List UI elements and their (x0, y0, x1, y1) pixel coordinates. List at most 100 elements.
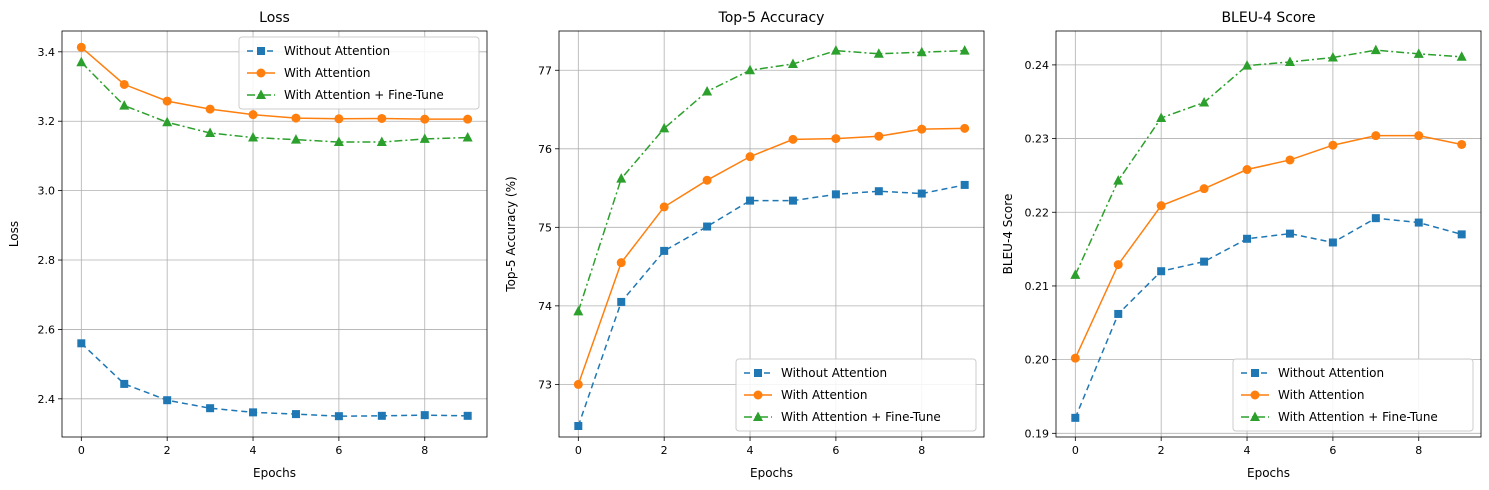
series-line (1074, 49, 1462, 276)
data-point (1071, 413, 1080, 422)
legend-swatch-marker (256, 68, 266, 78)
x-axis-label: Epochs (253, 466, 296, 480)
data-point (873, 48, 884, 58)
data-point (249, 408, 258, 417)
data-point (206, 404, 215, 413)
data-point (291, 410, 300, 419)
series-with-attention (76, 42, 473, 124)
data-point (420, 114, 430, 124)
data-point (960, 123, 970, 133)
y-axis-label: BLEU-4 Score (1001, 194, 1015, 275)
axes-frame (558, 30, 985, 438)
legend-label: Without Attention (284, 44, 390, 58)
series-with-attention-fine-tune (573, 45, 970, 316)
chart-title: BLEU-4 Score (1221, 10, 1315, 26)
data-point (1114, 309, 1123, 318)
data-point (1328, 238, 1337, 247)
y-tick-label: 73 (538, 378, 552, 391)
data-point (1414, 218, 1423, 227)
data-point (831, 190, 840, 199)
data-point (574, 422, 583, 431)
x-tick-label: 8 (421, 444, 428, 457)
legend-label: Without Attention (781, 366, 887, 380)
series-line (80, 46, 468, 120)
series-line (1074, 217, 1462, 419)
legend-box (1232, 358, 1474, 432)
data-point (1199, 184, 1209, 194)
data-point (1156, 201, 1166, 211)
series-line (80, 342, 468, 417)
data-point (659, 122, 670, 133)
data-point (463, 114, 473, 124)
data-point (959, 45, 970, 55)
subplot-top-5-accuracy: 0 2 4 6 8 73 74 75 76 77 Top-5 Accuracy Epochs Top-5… (504, 10, 985, 480)
legend-box (735, 358, 977, 432)
data-point (916, 46, 927, 57)
data-point (703, 222, 712, 231)
series-without-attention (574, 180, 969, 431)
series-with-attention (573, 123, 970, 389)
legend-label: With Attention (781, 388, 867, 402)
series-line (577, 127, 965, 385)
series-line (80, 61, 468, 143)
data-point (377, 411, 386, 420)
data-point (162, 116, 173, 127)
data-point (1284, 56, 1295, 66)
data-point (77, 339, 86, 348)
data-point (1371, 131, 1381, 141)
data-point (1457, 139, 1467, 149)
legend-label: With Attention + Fine-Tune (284, 88, 444, 102)
data-point (1200, 257, 1209, 266)
data-point (1457, 230, 1466, 239)
x-tick-label: 6 (832, 444, 839, 457)
data-point (291, 113, 301, 123)
data-point (119, 79, 129, 89)
data-point (1070, 269, 1081, 279)
data-point (1156, 112, 1167, 122)
y-tick-label: 0.24 (1025, 59, 1050, 72)
data-point (1285, 229, 1294, 238)
y-tick-label: 2.8 (38, 254, 56, 267)
data-point (787, 58, 798, 68)
y-tick-label: 74 (538, 300, 552, 313)
data-point (702, 85, 713, 96)
data-point (660, 246, 669, 255)
data-point (205, 127, 216, 138)
y-tick-label: 0.22 (1025, 206, 1050, 219)
legend-swatch-marker (753, 411, 763, 421)
data-point (1070, 353, 1080, 363)
data-point (573, 379, 583, 389)
data-point (248, 110, 258, 120)
data-point (1157, 267, 1166, 276)
series-with-attention-fine-tune (76, 56, 473, 147)
y-tick-label: 2.4 (38, 393, 56, 406)
data-point (290, 134, 301, 144)
legend-label: With Attention + Fine-Tune (781, 410, 941, 424)
data-point (831, 134, 841, 144)
x-tick-label: 2 (1158, 444, 1165, 457)
series-without-attention (77, 339, 472, 421)
data-point (1414, 131, 1424, 141)
series-without-attention (1071, 214, 1466, 422)
x-axis-label: Epochs (750, 466, 793, 480)
y-tick-label: 76 (538, 143, 552, 156)
data-point (163, 396, 172, 405)
data-point (333, 136, 344, 147)
x-tick-label: 4 (1244, 444, 1251, 457)
legend-swatch-marker (753, 390, 763, 400)
data-point (462, 132, 473, 142)
chart-title: Top-5 Accuracy (718, 10, 825, 26)
data-point (120, 379, 129, 388)
x-tick-label: 2 (661, 444, 668, 457)
series-line (577, 184, 965, 427)
data-point (1242, 165, 1252, 175)
x-tick-label: 2 (164, 444, 171, 457)
data-point (1242, 60, 1253, 70)
legend-swatch-marker (1250, 411, 1260, 421)
legend-label: With Attention + Fine-Tune (1278, 410, 1438, 424)
y-tick-label: 0.23 (1025, 133, 1050, 146)
data-point (1370, 44, 1381, 55)
legend-swatch-marker (754, 369, 762, 377)
legend: Without Attention With Attention With Atte… (735, 358, 977, 432)
data-point (617, 297, 626, 306)
